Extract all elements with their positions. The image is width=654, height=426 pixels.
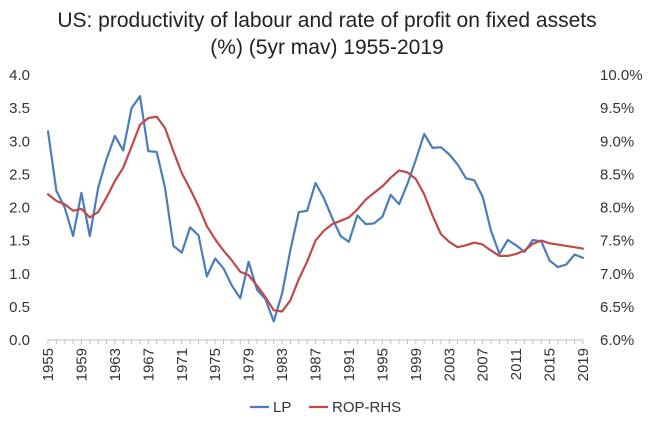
series-lines <box>46 95 585 323</box>
x-tick-label: 2015 <box>542 348 559 381</box>
left-tick-label: 4.0 <box>9 67 30 84</box>
x-tick-label: 1987 <box>308 348 325 381</box>
legend: LP ROP-RHS <box>250 399 401 416</box>
x-tick-label: 1963 <box>107 348 124 381</box>
series-line-lp <box>46 95 585 323</box>
right-tick-label: 6.0% <box>600 332 634 349</box>
left-tick-label: 3.5 <box>9 100 30 117</box>
left-tick-label: 3.0 <box>9 133 30 150</box>
left-tick-label: 0.5 <box>9 299 30 316</box>
right-axis-ticks: 6.0% 6.5% 7.0% 7.5% 8.0% 8.5% 9.0% 9.5% 10.0% <box>600 67 643 349</box>
x-tick-label: 2019 <box>575 348 592 381</box>
chart-title-line2: (%) (5yr mav) 1955-2019 <box>210 36 444 59</box>
left-tick-label: 0.0 <box>9 332 30 349</box>
legend-label-lp: LP <box>273 399 291 416</box>
chart-title-line1: US: productivity of labour and rate of p… <box>57 9 597 32</box>
left-tick-label: 2.0 <box>9 200 30 217</box>
left-axis-ticks: 0.0 0.5 1.0 1.5 2.0 2.5 3.0 3.5 4.0 <box>9 67 30 349</box>
x-axis-ticks: 1955 1959 1963 1967 1971 1975 1979 1983 1987 1991… <box>40 340 592 381</box>
right-tick-label: 9.0% <box>600 133 634 150</box>
x-tick-label: 2011 <box>508 348 525 380</box>
right-tick-label: 8.5% <box>600 166 634 183</box>
x-tick-label: 2007 <box>475 348 492 381</box>
left-tick-label: 1.5 <box>9 233 30 250</box>
right-tick-label: 7.0% <box>600 266 634 283</box>
right-tick-label: 8.0% <box>600 200 634 217</box>
left-tick-label: 2.5 <box>9 166 30 183</box>
legend-label-rop-rhs: ROP-RHS <box>332 399 401 416</box>
right-tick-label: 6.5% <box>600 299 634 316</box>
x-tick-label: 1979 <box>241 348 258 381</box>
right-tick-label: 7.5% <box>600 233 634 250</box>
x-tick-label: 1967 <box>140 348 157 381</box>
x-tick-label: 1975 <box>207 348 224 381</box>
x-tick-label: 1995 <box>374 348 391 381</box>
right-tick-label: 9.5% <box>600 100 634 117</box>
series-line-rop-rhs <box>46 115 585 313</box>
x-tick-label: 1991 <box>341 348 358 381</box>
x-tick-label: 1959 <box>73 348 90 381</box>
x-tick-label: 2003 <box>441 348 458 381</box>
x-tick-label: 1971 <box>174 348 191 381</box>
x-tick-label: 1999 <box>408 348 425 381</box>
x-tick-label: 1955 <box>40 348 57 381</box>
left-tick-label: 1.0 <box>9 266 30 283</box>
x-tick-label: 1983 <box>274 348 291 381</box>
right-tick-label: 10.0% <box>600 67 643 84</box>
